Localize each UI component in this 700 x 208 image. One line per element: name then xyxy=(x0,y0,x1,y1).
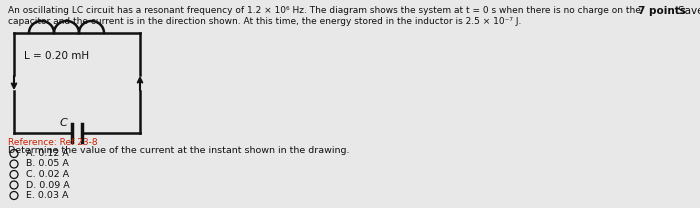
Text: capacitor and the current is in the direction shown. At this time, the energy st: capacitor and the current is in the dire… xyxy=(8,17,522,26)
Text: Determine the value of the current at the instant shown in the drawing.: Determine the value of the current at th… xyxy=(8,146,349,155)
Text: Save Answer: Save Answer xyxy=(678,6,700,16)
Text: B. 0.05 A: B. 0.05 A xyxy=(26,160,69,168)
Text: Reference: Ref 23-8: Reference: Ref 23-8 xyxy=(8,138,97,147)
Text: A. 0.12 A: A. 0.12 A xyxy=(26,149,69,158)
Text: 7 points: 7 points xyxy=(638,6,686,16)
Text: L = 0.20 mH: L = 0.20 mH xyxy=(24,51,89,61)
Text: D. 0.09 A: D. 0.09 A xyxy=(26,181,70,189)
Text: C: C xyxy=(60,118,67,128)
Text: C. 0.02 A: C. 0.02 A xyxy=(26,170,69,179)
Text: An oscillating LC circuit has a resonant frequency of 1.2 × 10⁶ Hz. The diagram : An oscillating LC circuit has a resonant… xyxy=(8,6,641,15)
Text: E. 0.03 A: E. 0.03 A xyxy=(26,191,69,200)
